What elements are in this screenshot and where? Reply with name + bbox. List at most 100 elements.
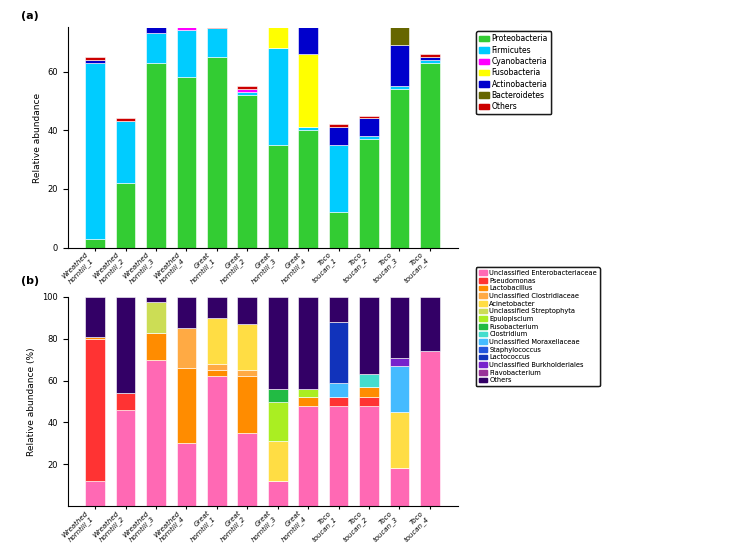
Bar (359, 297, 379, 375)
Bar (420, 57, 440, 60)
Bar (146, 333, 166, 360)
Bar (146, 21, 166, 34)
Bar (207, 318, 226, 364)
Bar (389, 45, 410, 86)
Bar (328, 397, 349, 406)
Bar (238, 324, 257, 370)
Bar (176, 328, 197, 368)
Bar (298, 127, 318, 130)
Bar (86, 57, 105, 60)
Bar (268, 145, 287, 248)
Bar (146, 297, 166, 302)
Bar (328, 383, 349, 397)
Bar (328, 406, 349, 506)
Bar (176, 443, 197, 506)
Bar (268, 0, 287, 48)
Bar (359, 406, 379, 506)
Bar (298, 130, 318, 248)
Bar (116, 393, 136, 410)
Bar (268, 48, 287, 145)
Bar (146, 360, 166, 506)
Bar (359, 116, 379, 118)
Legend: Proteobacteria, Firmicutes, Cyanobacteria, Fusobacteria, Actinobacteria, Bactero: Proteobacteria, Firmicutes, Cyanobacteri… (476, 31, 551, 114)
Bar (176, 0, 197, 30)
Bar (86, 297, 105, 337)
Y-axis label: Relative abundance (%): Relative abundance (%) (28, 347, 37, 456)
Bar (389, 297, 410, 358)
Y-axis label: Relative abundance: Relative abundance (32, 92, 41, 183)
Bar (146, 34, 166, 63)
Bar (238, 433, 257, 506)
Bar (268, 481, 287, 506)
Legend: Unclassified Enterobacteriaceae, Pseudomonas, Lactobacillus, Unclassified Clostr: Unclassified Enterobacteriaceae, Pseudom… (476, 267, 599, 386)
Bar (359, 387, 379, 397)
Bar (238, 95, 257, 248)
Bar (86, 239, 105, 248)
Bar (328, 212, 349, 248)
Bar (298, 54, 318, 127)
Bar (86, 60, 105, 63)
Bar (146, 302, 166, 333)
Bar (420, 297, 440, 351)
Bar (268, 297, 287, 389)
Bar (176, 368, 197, 443)
Bar (238, 297, 257, 324)
Bar (268, 389, 287, 402)
Text: (a): (a) (21, 10, 38, 21)
Bar (298, 406, 318, 506)
Bar (86, 63, 105, 239)
Bar (207, 28, 226, 57)
Bar (116, 297, 136, 393)
Bar (268, 402, 287, 441)
Bar (359, 139, 379, 248)
Bar (207, 57, 226, 248)
Bar (298, 19, 318, 54)
Bar (328, 124, 349, 127)
Bar (298, 16, 318, 19)
Bar (238, 370, 257, 376)
Bar (328, 145, 349, 212)
Bar (116, 122, 136, 183)
Bar (298, 397, 318, 406)
Bar (389, 358, 410, 366)
Bar (86, 339, 105, 481)
Bar (116, 410, 136, 506)
Bar (238, 376, 257, 433)
Bar (298, 297, 318, 389)
Bar (389, 7, 410, 45)
Bar (238, 86, 257, 89)
Bar (176, 30, 197, 78)
Bar (238, 89, 257, 92)
Bar (328, 297, 349, 322)
Bar (420, 351, 440, 506)
Bar (389, 412, 410, 469)
Bar (328, 127, 349, 145)
Bar (359, 397, 379, 406)
Bar (359, 136, 379, 139)
Bar (116, 118, 136, 122)
Bar (420, 63, 440, 248)
Bar (116, 183, 136, 248)
Bar (207, 297, 226, 318)
Bar (268, 441, 287, 481)
Bar (389, 4, 410, 7)
Bar (146, 63, 166, 248)
Bar (389, 366, 410, 412)
Bar (176, 297, 197, 328)
Bar (420, 60, 440, 63)
Bar (207, 364, 226, 370)
Bar (359, 375, 379, 387)
Bar (207, 376, 226, 506)
Bar (389, 89, 410, 248)
Bar (238, 92, 257, 95)
Bar (176, 78, 197, 248)
Bar (328, 322, 349, 383)
Bar (420, 54, 440, 57)
Bar (207, 370, 226, 376)
Bar (389, 86, 410, 89)
Text: (b): (b) (21, 277, 39, 287)
Bar (298, 389, 318, 397)
Bar (86, 337, 105, 339)
Bar (86, 481, 105, 506)
Bar (359, 118, 379, 136)
